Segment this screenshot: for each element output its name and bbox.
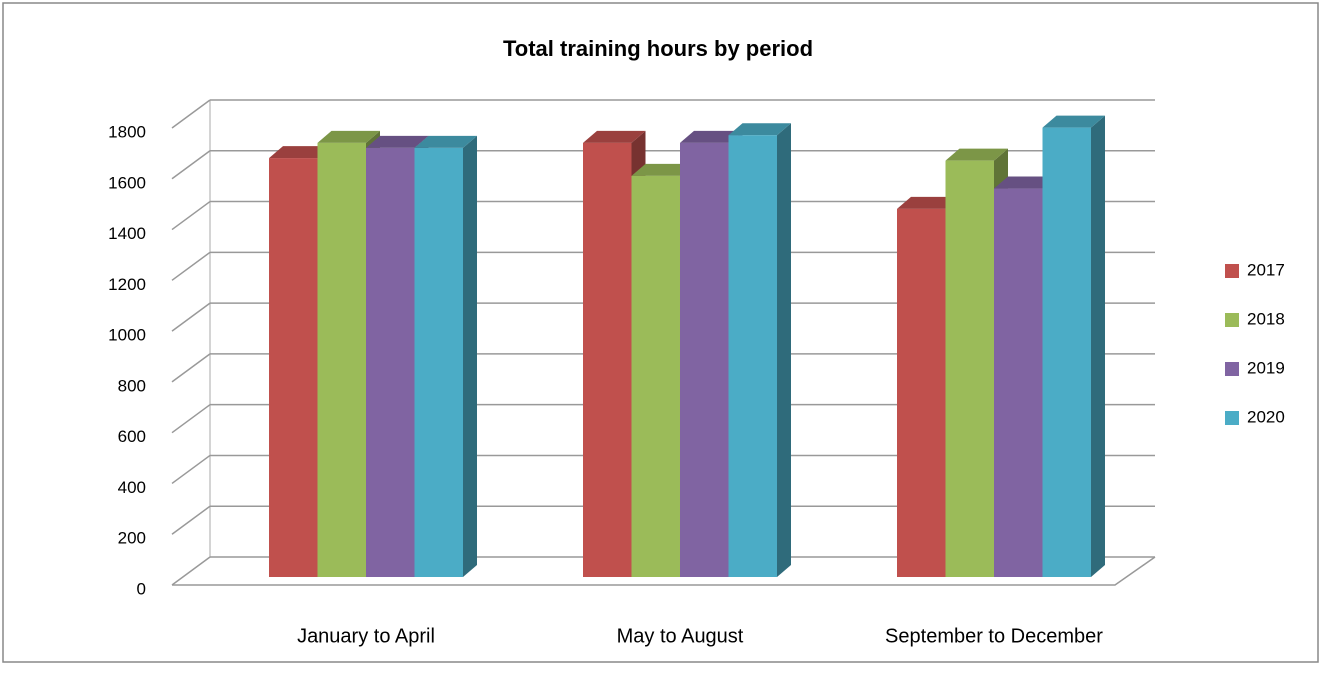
- bar: [366, 147, 415, 577]
- y-tick-label: 1200: [108, 275, 146, 294]
- x-tick-label: January to April: [297, 625, 435, 647]
- grid-line-side: [171, 556, 211, 586]
- bar-top: [269, 146, 332, 159]
- bar: [631, 175, 680, 577]
- bar-top: [945, 148, 1008, 161]
- y-tick-label: 1600: [108, 173, 146, 192]
- x-tick-label: May to August: [617, 625, 744, 647]
- y-tick-label: 600: [118, 427, 146, 446]
- bar-top: [728, 123, 791, 136]
- chart-title: Total training hours by period: [503, 36, 813, 61]
- legend-label: 2019: [1247, 358, 1285, 377]
- bar: [945, 160, 994, 577]
- bar-top: [317, 130, 380, 143]
- legend-swatch: [1225, 264, 1239, 278]
- legend-swatch: [1225, 362, 1239, 376]
- bar: [897, 208, 946, 577]
- bar-top: [994, 176, 1057, 189]
- legend-swatch: [1225, 411, 1239, 425]
- grid-line-side: [171, 454, 211, 485]
- bar-top: [897, 196, 960, 209]
- grid-line-side: [171, 251, 211, 281]
- bar: [269, 158, 318, 578]
- grid-line-side: [171, 404, 211, 434]
- bar: [728, 135, 777, 577]
- y-tick-label: 800: [118, 376, 146, 395]
- bar-side: [777, 123, 791, 577]
- grid-line-side: [171, 505, 211, 535]
- bar: [1042, 127, 1091, 577]
- x-tick-label: September to December: [885, 625, 1103, 647]
- bar-top: [366, 135, 429, 148]
- legend-label: 2017: [1247, 260, 1285, 279]
- grid-line-side: [171, 353, 211, 383]
- bar-top: [1042, 115, 1105, 128]
- grid-line-side: [171, 200, 211, 231]
- legend-swatch: [1225, 313, 1239, 327]
- bar-top: [680, 130, 743, 143]
- bar: [414, 147, 463, 577]
- y-tick-label: 0: [137, 579, 146, 598]
- bar: [583, 142, 632, 577]
- legend-label: 2018: [1247, 309, 1285, 328]
- y-tick-label: 1400: [108, 224, 146, 243]
- y-tick-label: 200: [118, 529, 146, 548]
- y-tick-label: 400: [118, 478, 146, 497]
- grid-line-side: [171, 99, 211, 129]
- bar-side: [1091, 115, 1105, 577]
- grid-line-side: [171, 302, 211, 332]
- floor-edge: [172, 556, 1156, 586]
- y-tick-label: 1000: [108, 326, 146, 345]
- y-tick-label: 1800: [108, 122, 146, 141]
- grid-line-side: [171, 150, 211, 180]
- bar: [317, 142, 366, 577]
- bar-side: [463, 135, 477, 577]
- bar: [994, 188, 1043, 578]
- bar-top: [631, 163, 694, 176]
- bar-top: [414, 135, 477, 148]
- legend-label: 2020: [1247, 407, 1285, 426]
- bar: [680, 142, 729, 577]
- bar-top: [583, 130, 646, 143]
